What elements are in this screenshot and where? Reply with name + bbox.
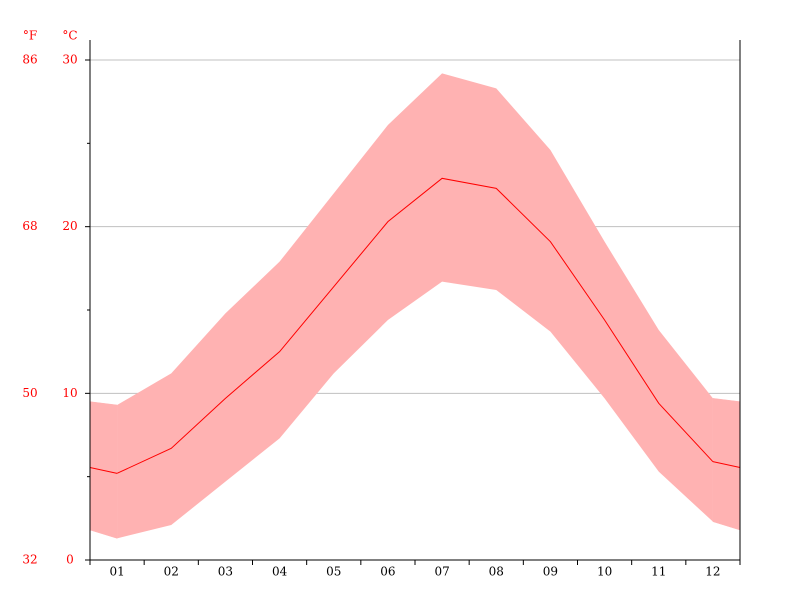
x-tick-label: 12 xyxy=(705,565,720,579)
range-band xyxy=(117,73,713,539)
y-tick-label: 30 xyxy=(62,53,77,67)
x-tick-label: 03 xyxy=(218,565,233,579)
y-unit: °C xyxy=(62,29,77,43)
y-tick-label: 0 xyxy=(66,553,74,567)
x-tick-label: 09 xyxy=(543,565,558,579)
x-tick-label: 05 xyxy=(326,565,341,579)
x-tick-label: 04 xyxy=(272,565,288,579)
y2-tick-label: 86 xyxy=(22,53,37,67)
y-tick-label: 10 xyxy=(62,386,77,400)
x-tick-label: 07 xyxy=(434,565,449,579)
x-tick-label: 11 xyxy=(651,565,666,579)
x-tick-label: 06 xyxy=(380,565,395,579)
y2-tick-label: 32 xyxy=(22,553,37,567)
x-tick-label: 10 xyxy=(597,565,612,579)
mean-line-edge xyxy=(89,461,741,474)
mean-line xyxy=(116,177,714,474)
x-tick-label: 08 xyxy=(489,565,504,579)
x-tick-label: 01 xyxy=(109,565,124,579)
y2-tick-label: 68 xyxy=(22,219,37,233)
y2-tick-label: 50 xyxy=(22,386,37,400)
y-tick-label: 20 xyxy=(62,219,77,233)
y2-unit: °F xyxy=(23,29,37,43)
x-tick-label: 02 xyxy=(164,565,179,579)
